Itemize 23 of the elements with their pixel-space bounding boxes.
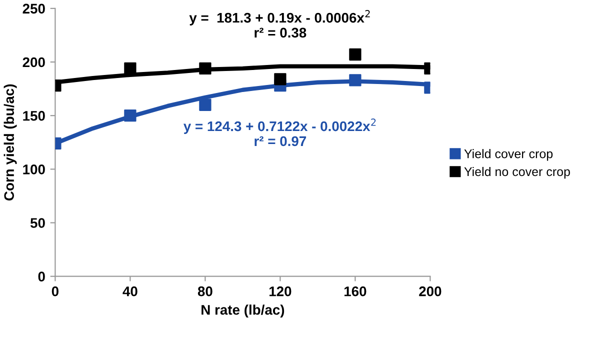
annotation: y = 181.3 + 0.19x - 0.0006x$^{2}$ xyxy=(189,10,370,26)
annotation: y = 124.3 + 0.7122x - 0.0022x$^{2}$ xyxy=(184,118,376,134)
y-tick-label: 50 xyxy=(30,218,45,228)
y-axis-title: Corn yield (bu/ac) xyxy=(4,84,17,200)
point xyxy=(274,73,286,86)
y-tick-label: 200 xyxy=(22,57,45,68)
y-tick-label: 150 xyxy=(23,110,45,121)
annotation: r² = 0.97 xyxy=(254,136,306,146)
x-tick-label: 0 xyxy=(52,286,58,296)
x-tick-label: 200 xyxy=(419,286,442,296)
x-tick-label: 160 xyxy=(344,286,366,296)
x-tick-label: 120 xyxy=(269,286,292,296)
y-tick-label: 0 xyxy=(38,272,45,282)
x-axis-title: N rate (lb/ac) xyxy=(202,304,284,318)
x-tick-label: 40 xyxy=(122,286,138,296)
x-tick-label: 80 xyxy=(198,286,212,296)
legend-label: Yield no cover crop xyxy=(464,166,570,179)
y-tick-label: 100 xyxy=(23,164,45,174)
point xyxy=(199,62,212,75)
point xyxy=(199,98,212,111)
legend-label: Yield cover crop xyxy=(464,149,553,161)
y-tick-label: 250 xyxy=(22,4,45,14)
annotation: r² = 0.38 xyxy=(254,28,306,38)
